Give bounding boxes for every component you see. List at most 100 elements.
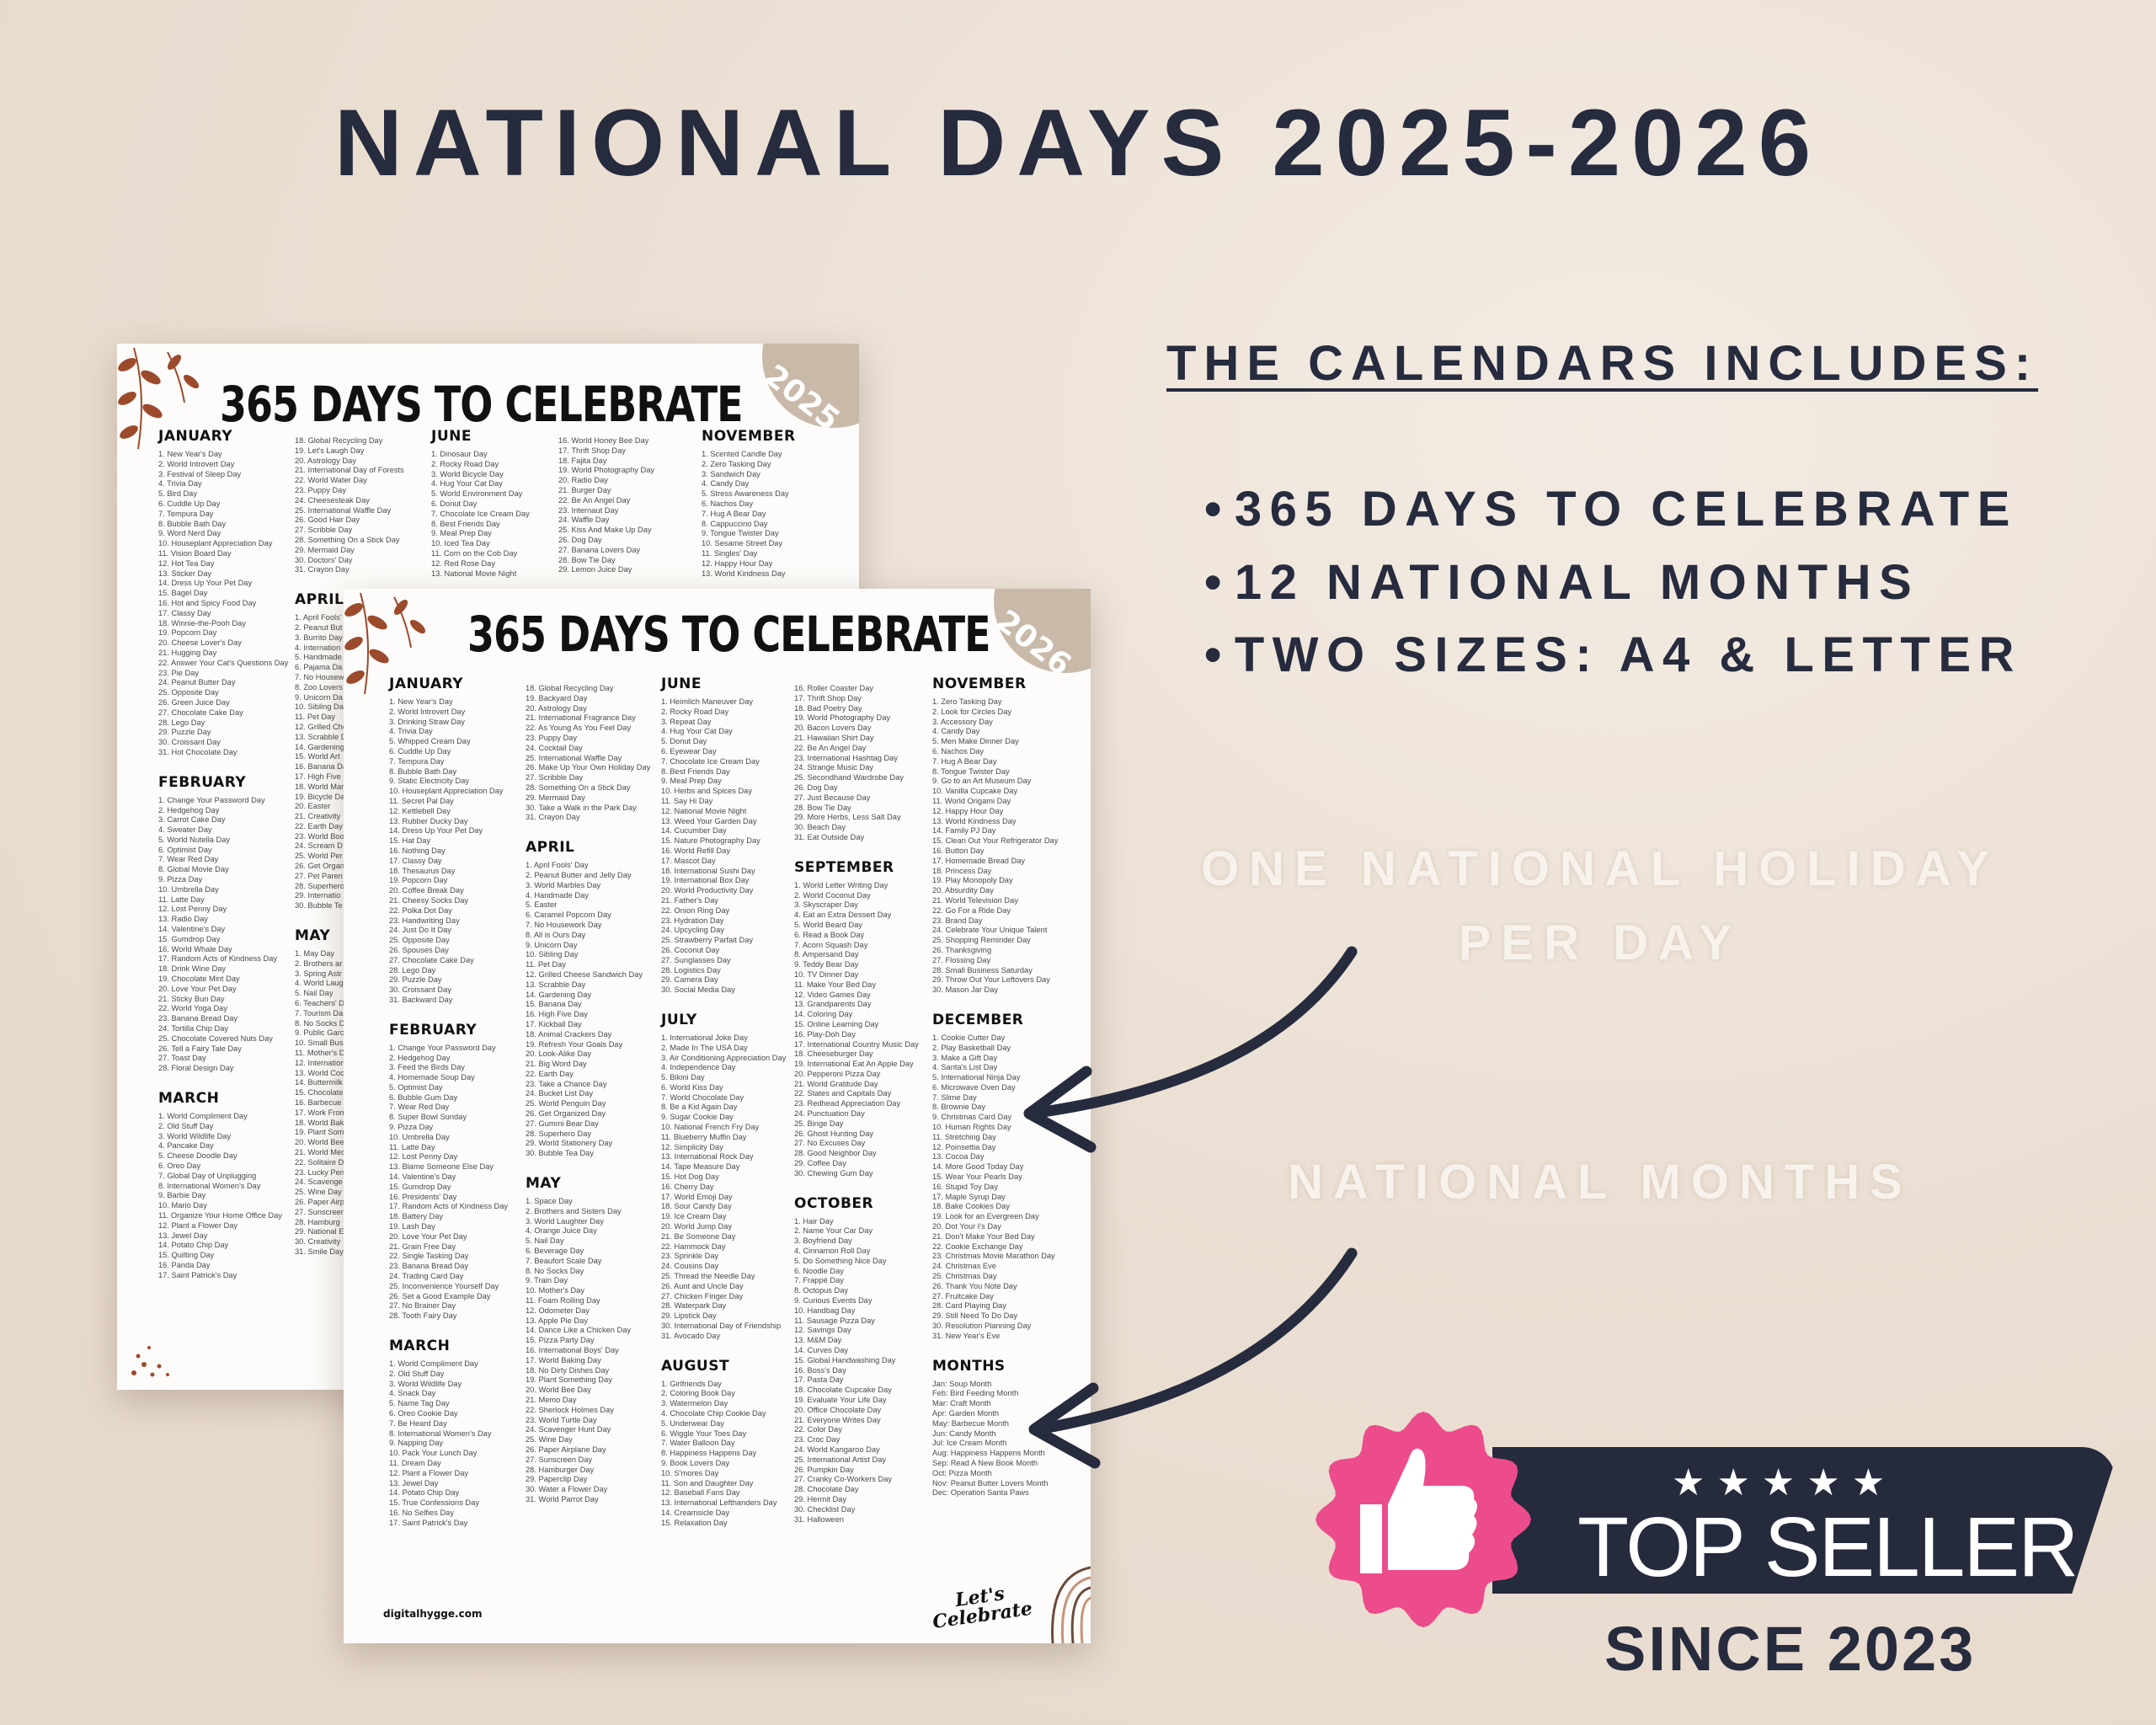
- five-star-rating: ★★★★★: [1672, 1462, 1897, 1503]
- national-day-item: 7. World Chocolate Day: [661, 1092, 744, 1102]
- national-day-item: 9. Curious Events Day: [794, 1296, 873, 1306]
- national-day-item: 15. Chocolate: [295, 1088, 344, 1097]
- national-day-item: 29. More Herbs, Less Salt Day: [794, 813, 901, 822]
- national-day-item: 10. Mario Day: [158, 1201, 207, 1210]
- national-day-item: 6. Cuddle Up Day: [389, 746, 451, 756]
- national-day-item: 8. Zoo Lovers: [295, 682, 343, 692]
- national-day-item: 25. Wine Day: [295, 1188, 342, 1197]
- national-day-item: 28. Superhero Day: [526, 1129, 592, 1138]
- national-day-item: 17. International Country Music Day: [794, 1039, 919, 1049]
- national-day-item: 25. International Waffle Day: [526, 753, 622, 762]
- month-heading: NOVEMBER: [702, 428, 796, 445]
- national-day-item: Apr: Garden Month: [932, 1409, 1000, 1418]
- national-day-item: 5. Do Something Nice Day: [794, 1256, 887, 1265]
- national-day-item: 9. Pizza Day: [389, 1123, 434, 1132]
- national-day-item: 23. Internaut Day: [558, 505, 619, 515]
- national-day-item: 22. World Yoga Day: [158, 1004, 228, 1013]
- national-day-item: 30. Bubble Te: [295, 901, 343, 911]
- national-day-item: 3. Make a Gift Day: [932, 1053, 997, 1062]
- national-day-item: 21. Hawaiian Shirt Day: [794, 733, 874, 742]
- national-day-item: 19. International Eat An Apple Day: [794, 1060, 914, 1069]
- holiday-callout-line2: PER DAY: [1458, 916, 1742, 970]
- national-day-item: 28. Small Business Saturday: [932, 965, 1033, 975]
- national-day-item: 2. Zero Tasking Day: [702, 459, 771, 468]
- national-day-item: 8. Tongue Twister Day: [932, 766, 1010, 776]
- national-day-item: 26. Thanksgiving: [932, 945, 992, 954]
- national-day-item: 19. Popcorn Day: [158, 628, 217, 638]
- national-day-item: 12. Grilled Che: [295, 722, 348, 731]
- national-day-item: 19. International Box Day: [661, 876, 750, 885]
- national-day-item: 29. Throw Out Your Leftovers Day: [932, 975, 1050, 985]
- national-day-item: Jul: Ice Cream Month: [932, 1439, 1007, 1448]
- national-day-item: 9. Go to an Art Museum Day: [932, 777, 1032, 786]
- month-heading: JUNE: [431, 428, 472, 445]
- national-day-item: 5. Nail Day: [526, 1236, 564, 1246]
- national-day-item: 2. Look for Circles Day: [932, 707, 1012, 716]
- website-url: digitalhygge.com: [383, 1608, 483, 1620]
- national-day-item: 21. World Television Day: [932, 895, 1018, 905]
- national-day-item: 7. Water Balloon Day: [661, 1439, 735, 1448]
- national-day-item: 26. Set a Good Example Day: [389, 1291, 491, 1300]
- national-day-item: 8. Bubble Bath Day: [389, 766, 457, 776]
- national-day-item: 19. Let's Laugh Day: [295, 446, 365, 455]
- national-day-item: 19. Ice Cream Day: [661, 1212, 727, 1221]
- national-day-item: 7. No Housew: [295, 672, 344, 681]
- national-day-item: 26. Coconut Day: [661, 945, 720, 954]
- national-day-item: 24. Celebrate Your Unique Talent: [932, 926, 1048, 935]
- national-day-item: 14. Potato Chip Day: [389, 1488, 460, 1498]
- national-day-item: 7. Chocolate Ice Cream Day: [431, 509, 530, 518]
- national-day-item: 28. Good Neighbor Day: [794, 1149, 877, 1158]
- national-day-item: 21. Burger Day: [558, 485, 611, 494]
- national-day-item: 7. Slime Day: [932, 1092, 977, 1102]
- national-day-item: 4. Chocolate Chip Cookie Day: [661, 1409, 766, 1418]
- national-day-item: 21. Creativity: [295, 812, 341, 821]
- national-day-item: 13. World Coc: [295, 1068, 344, 1077]
- national-day-item: 28. Hamburger Day: [526, 1465, 595, 1474]
- arrow-head-icon: [1023, 1065, 1097, 1153]
- national-day-item: 16. Boss's Day: [794, 1365, 846, 1375]
- national-day-item: 4. Orange Juice Day: [526, 1226, 597, 1236]
- national-day-item: 6. Donut Day: [431, 499, 478, 508]
- national-day-item: 20. World Bee: [295, 1138, 344, 1147]
- national-day-item: 22. Answer Your Cat's Questions Day: [158, 658, 289, 667]
- calendar-column: JUNE 1. Dinosaur Day 2. Rocky Road Day 3. W…: [431, 428, 570, 579]
- national-day-item: 26. Get Organ: [295, 862, 344, 871]
- national-day-item: 26. Pumpkin Day: [794, 1465, 854, 1474]
- national-day-item: 25. Inconvenience Yourself Day: [389, 1281, 499, 1290]
- national-day-item: 3. Carrot Cake Day: [158, 815, 226, 825]
- national-day-item: 31. Crayon Day: [295, 565, 350, 574]
- national-day-item: 11. Latte Day: [389, 1142, 435, 1151]
- national-day-item: 5. Men Make Dinner Day: [932, 737, 1019, 746]
- national-day-item: 6. World Kiss Day: [661, 1082, 723, 1092]
- national-day-item: 16. Stupid Toy Day: [932, 1182, 998, 1191]
- national-day-item: 31. Eat Outside Day: [794, 832, 865, 841]
- national-day-item: 13. International Rock Day: [661, 1152, 754, 1162]
- calendar-column: NOVEMBER 1. Zero Tasking Day 2. Look for C…: [932, 676, 1071, 1498]
- national-day-item: 11. Make Your Bed Day: [794, 980, 876, 989]
- national-day-item: 15. Global Handwashing Day: [794, 1355, 896, 1365]
- national-day-item: 11. Corn on the Cob Day: [431, 548, 518, 558]
- national-day-item: 14. Gardening Day: [526, 990, 592, 999]
- national-day-item: 26. Paper Airp: [295, 1197, 344, 1206]
- calendar-column: 18. Global Recycling Day 19. Backyard Day…: [526, 684, 664, 1505]
- national-day-item: 3. Feed the Birds Day: [389, 1063, 465, 1072]
- national-day-item: 18. No Dirty Dishes Day: [526, 1365, 610, 1375]
- national-day-item: 26. Paper Airplane Day: [526, 1445, 606, 1454]
- national-day-item: 14. Cucumber Day: [661, 826, 727, 836]
- national-day-item: 24. Tortilla Chip Day: [158, 1024, 229, 1033]
- national-day-item: 10. TV Dinner Day: [794, 969, 859, 979]
- national-day-item: 11. Son and Daughter Day: [661, 1478, 754, 1487]
- national-day-item: 4. Homemade Soup Day: [389, 1073, 475, 1082]
- national-day-item: 22. Go For a Ride Day: [932, 905, 1011, 915]
- national-day-item: 22. Color Day: [794, 1425, 842, 1434]
- national-day-item: 3. World Wildlife Day: [158, 1131, 232, 1140]
- national-day-item: 10. Vanilla Cupcake Day: [932, 787, 1018, 796]
- national-day-item: 20. Pepperoni Pizza Day: [794, 1069, 881, 1078]
- national-day-item: 30. Resolution Planning Day: [932, 1322, 1032, 1331]
- national-day-item: 27. Scribble Day: [295, 526, 353, 535]
- national-day-item: 18. Princess Day: [932, 866, 992, 875]
- month-heading: SEPTEMBER: [794, 858, 894, 876]
- national-day-item: 22. World Water Day: [295, 476, 367, 485]
- national-day-item: 25. Strawberry Parfait Day: [661, 936, 754, 945]
- national-day-item: 28. Lego Day: [389, 965, 436, 975]
